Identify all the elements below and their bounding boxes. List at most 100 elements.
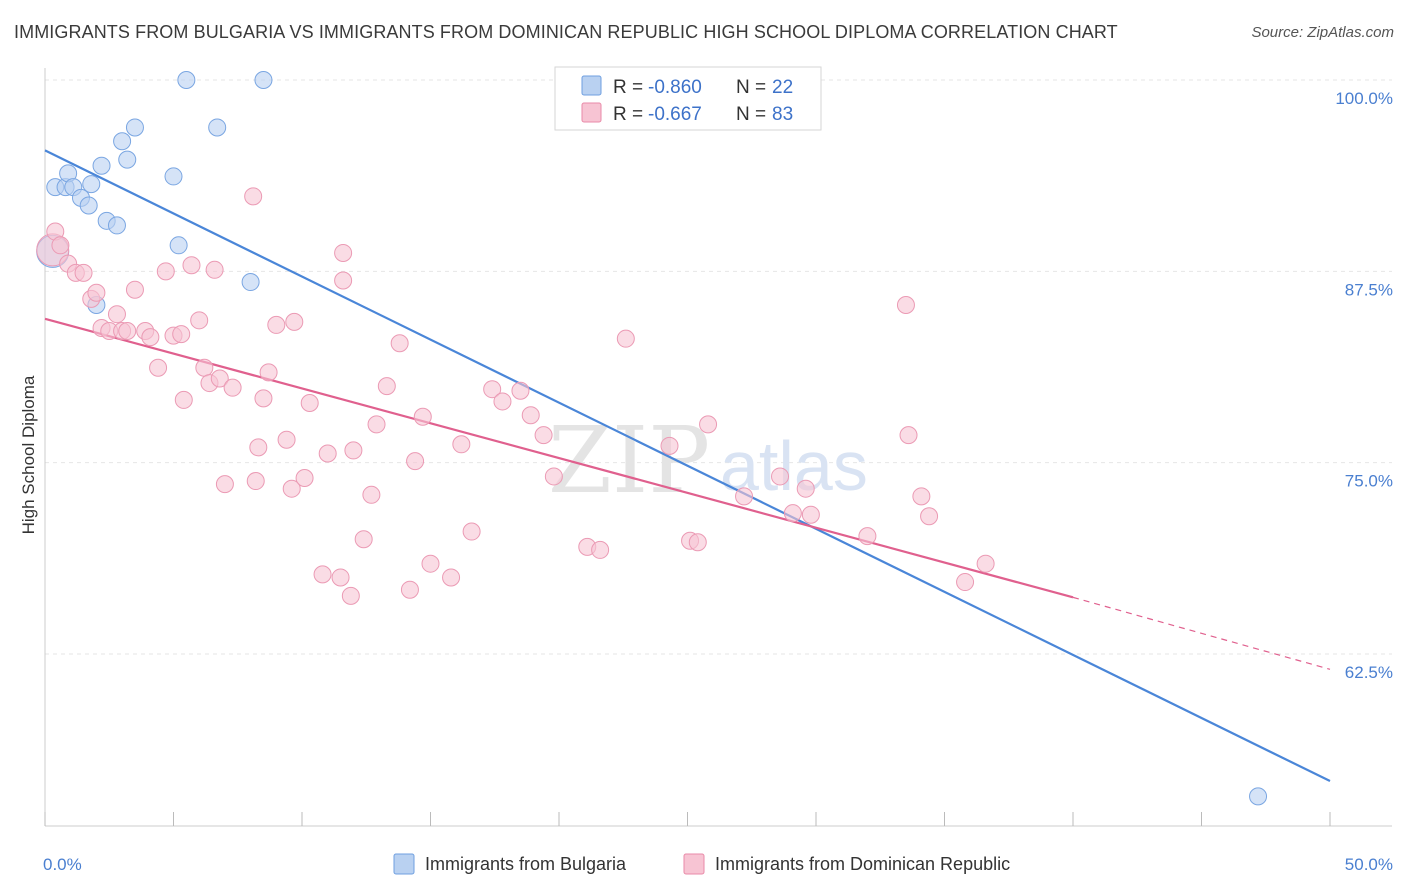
point-dominican	[205, 260, 224, 279]
series-legend: Immigrants from Bulgaria Immigrants from…	[393, 853, 1010, 875]
point-dominican	[295, 468, 314, 487]
point-bulgaria	[208, 118, 227, 137]
point-dominican	[660, 436, 679, 455]
point-dominican	[493, 392, 512, 411]
point-bulgaria	[241, 273, 260, 292]
grid-lines	[45, 79, 1392, 655]
point-dominican	[118, 322, 137, 341]
point-dominican	[267, 315, 286, 334]
point-bulgaria	[164, 167, 183, 186]
legend-r-value: -0.860	[648, 77, 702, 98]
x-tick-label: 50.0%	[1345, 855, 1393, 874]
point-dominican	[421, 554, 440, 573]
legend-swatch-bulgaria	[581, 75, 602, 96]
y-tick-label: 62.5%	[1345, 663, 1393, 682]
point-dominican	[367, 415, 386, 434]
point-dominican	[277, 430, 296, 449]
point-dominican	[156, 262, 175, 281]
point-dominican	[896, 296, 915, 315]
y-tick-label: 75.0%	[1345, 472, 1393, 491]
trendline-dominican	[44, 317, 1074, 599]
point-dominican	[125, 280, 144, 299]
point-dominican	[735, 487, 754, 506]
point-dominican	[300, 393, 319, 412]
legend-n-label: N =	[736, 77, 766, 98]
y-tick-label: 100.0%	[1335, 89, 1393, 108]
point-dominican	[334, 271, 353, 290]
point-dominican	[899, 426, 918, 445]
point-dominican	[688, 533, 707, 552]
point-dominican	[215, 475, 234, 494]
point-dominican	[172, 325, 191, 344]
y-tick-labels: 100.0% 87.5% 75.0% 62.5%	[1335, 89, 1393, 682]
point-dominican	[362, 485, 381, 504]
point-dominican	[858, 527, 877, 546]
point-dominican	[406, 452, 425, 471]
point-dominican	[344, 441, 363, 460]
point-dominican	[920, 507, 939, 526]
point-dominican	[174, 390, 193, 409]
point-dominican	[390, 334, 409, 353]
x-tick-labels: 0.0% 50.0%	[43, 855, 1393, 874]
point-dominican	[801, 505, 820, 524]
point-dominican	[956, 573, 975, 592]
point-dominican	[976, 554, 995, 573]
legend-label-bulgaria: Immigrants from Bulgaria	[425, 854, 627, 874]
point-dominican	[796, 479, 815, 498]
point-dominican	[318, 444, 337, 463]
legend-swatch-dominican	[581, 102, 602, 123]
y-axis-title: High School Diploma	[19, 375, 38, 534]
point-dominican	[534, 426, 553, 445]
x-tick-label: 0.0%	[43, 855, 82, 874]
point-bulgaria	[82, 175, 101, 194]
legend-label-dominican: Immigrants from Dominican Republic	[715, 854, 1010, 874]
point-dominican	[400, 580, 419, 599]
legend-r-value: -0.667	[648, 104, 702, 125]
point-dominican	[210, 369, 229, 388]
point-dominican	[699, 415, 718, 434]
y-tick-label: 87.5%	[1345, 280, 1393, 299]
point-dominican	[413, 407, 432, 426]
point-dominican	[334, 243, 353, 262]
chart-title: IMMIGRANTS FROM BULGARIA VS IMMIGRANTS F…	[14, 22, 1118, 42]
correlation-legend: R = -0.860 N = 22 R = -0.667 N = 83	[554, 66, 822, 131]
point-dominican	[51, 236, 70, 255]
legend-n-value: 22	[772, 77, 793, 98]
point-dominican	[544, 467, 563, 486]
trend-lines	[44, 149, 1331, 783]
trendline-bulgaria	[44, 149, 1331, 783]
point-dominican	[244, 187, 263, 206]
point-bulgaria	[113, 132, 132, 151]
legend-r-label: R =	[613, 104, 643, 125]
point-dominican	[783, 504, 802, 523]
point-dominican	[254, 389, 273, 408]
axes	[44, 68, 1392, 827]
point-dominican	[74, 263, 93, 282]
point-bulgaria	[254, 71, 273, 89]
point-dominican	[331, 568, 350, 587]
legend-n-label: N =	[736, 104, 766, 125]
point-dominican	[341, 586, 360, 605]
point-bulgaria	[92, 156, 111, 175]
point-bulgaria	[118, 150, 137, 169]
trendline-dominican-extension	[1072, 596, 1331, 670]
point-dominican	[87, 283, 106, 302]
point-dominican	[452, 435, 471, 454]
point-dominican	[462, 522, 481, 541]
point-dominican	[190, 311, 209, 330]
point-bulgaria	[107, 216, 126, 235]
point-dominican	[141, 328, 160, 347]
point-bulgaria	[177, 71, 196, 89]
point-dominican	[483, 380, 502, 399]
point-dominican	[246, 472, 265, 491]
point-dominican	[285, 312, 304, 331]
point-dominican	[616, 329, 635, 348]
legend-swatch-dominican	[683, 853, 705, 875]
legend-swatch-bulgaria	[393, 853, 415, 875]
point-dominican	[182, 256, 201, 275]
point-dominican	[521, 406, 540, 425]
point-bulgaria	[169, 236, 188, 255]
point-dominican	[107, 305, 126, 324]
point-dominican	[912, 487, 931, 506]
